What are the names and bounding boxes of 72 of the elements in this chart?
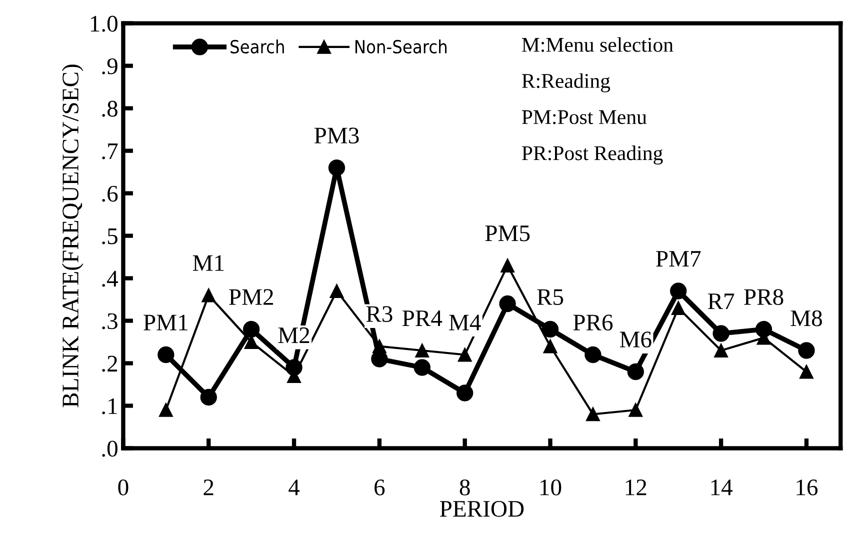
point bbox=[712, 325, 730, 342]
point bbox=[330, 284, 344, 298]
annotation: PM1 bbox=[144, 314, 188, 330]
point bbox=[584, 346, 602, 364]
annotation: PR:Post Reading bbox=[522, 146, 663, 165]
point bbox=[755, 320, 772, 338]
annotation: PM2 bbox=[229, 289, 273, 305]
point bbox=[627, 363, 644, 380]
annotation: M4 bbox=[449, 314, 481, 330]
annotation: PR8 bbox=[744, 289, 784, 306]
point bbox=[499, 295, 516, 312]
annotation: R7 bbox=[708, 294, 734, 310]
y-tick-label: .3 bbox=[102, 313, 118, 330]
point bbox=[714, 344, 728, 358]
y-tick-label: .2 bbox=[102, 356, 118, 372]
point bbox=[158, 403, 173, 417]
y-tick-label: .6 bbox=[102, 186, 118, 202]
x-tick-label: 12 bbox=[626, 480, 646, 496]
point bbox=[800, 364, 814, 379]
annotation: PR6 bbox=[573, 314, 613, 331]
y-axis-title: BLINK RATE(FREQUENCY/SEC) bbox=[62, 64, 84, 408]
point bbox=[415, 344, 430, 358]
annotation: PR4 bbox=[402, 310, 442, 326]
annotation: R5 bbox=[537, 289, 564, 306]
point bbox=[586, 407, 600, 422]
point bbox=[200, 388, 217, 406]
y-tick-label: .0 bbox=[102, 440, 118, 457]
legend-label: Non-Search bbox=[355, 40, 447, 54]
annotation: M8 bbox=[790, 310, 822, 326]
point bbox=[542, 320, 559, 338]
annotation: M:Menu selection bbox=[522, 37, 674, 52]
y-tick-label: .1 bbox=[102, 398, 117, 414]
point bbox=[543, 339, 558, 354]
y-tick-label: .7 bbox=[102, 144, 118, 160]
point bbox=[670, 282, 687, 300]
x-tick-label: 0 bbox=[118, 479, 128, 496]
annotation: M6 bbox=[620, 332, 652, 348]
point bbox=[671, 301, 686, 315]
point bbox=[202, 288, 216, 302]
annotation: M1 bbox=[192, 255, 224, 271]
annotation: R:Reading bbox=[522, 73, 610, 92]
x-tick-label: 10 bbox=[540, 479, 562, 496]
y-tick-label: .9 bbox=[102, 58, 118, 74]
point bbox=[242, 320, 260, 338]
x-tick-label: 8 bbox=[460, 479, 470, 496]
y-tick-label: .8 bbox=[102, 100, 118, 117]
x-tick-label: 16 bbox=[796, 480, 818, 496]
point bbox=[244, 335, 258, 349]
point bbox=[798, 342, 815, 359]
x-axis-title: PERIOD bbox=[440, 500, 524, 517]
point bbox=[328, 159, 346, 176]
y-tick-label: .4 bbox=[102, 270, 118, 287]
x-tick-label: 4 bbox=[288, 480, 300, 496]
point bbox=[458, 348, 472, 362]
annotation: PM3 bbox=[314, 128, 359, 144]
annotation: M2 bbox=[278, 327, 310, 344]
point bbox=[158, 346, 174, 364]
y-tick-label: 1.0 bbox=[90, 16, 118, 32]
point bbox=[286, 359, 302, 376]
legend-label: Search bbox=[230, 40, 284, 54]
annotation: R3 bbox=[366, 306, 392, 322]
point bbox=[456, 384, 474, 402]
point bbox=[500, 258, 514, 272]
x-tick-label: 14 bbox=[711, 480, 732, 496]
y-tick-label: .5 bbox=[102, 228, 118, 244]
point bbox=[414, 359, 430, 376]
point bbox=[628, 403, 643, 417]
x-tick-label: 6 bbox=[374, 480, 385, 496]
annotation: PM7 bbox=[656, 251, 701, 267]
annotation: PM:Post Menu bbox=[522, 110, 647, 124]
x-tick-label: 2 bbox=[204, 480, 214, 496]
annotation: PM5 bbox=[485, 226, 530, 242]
